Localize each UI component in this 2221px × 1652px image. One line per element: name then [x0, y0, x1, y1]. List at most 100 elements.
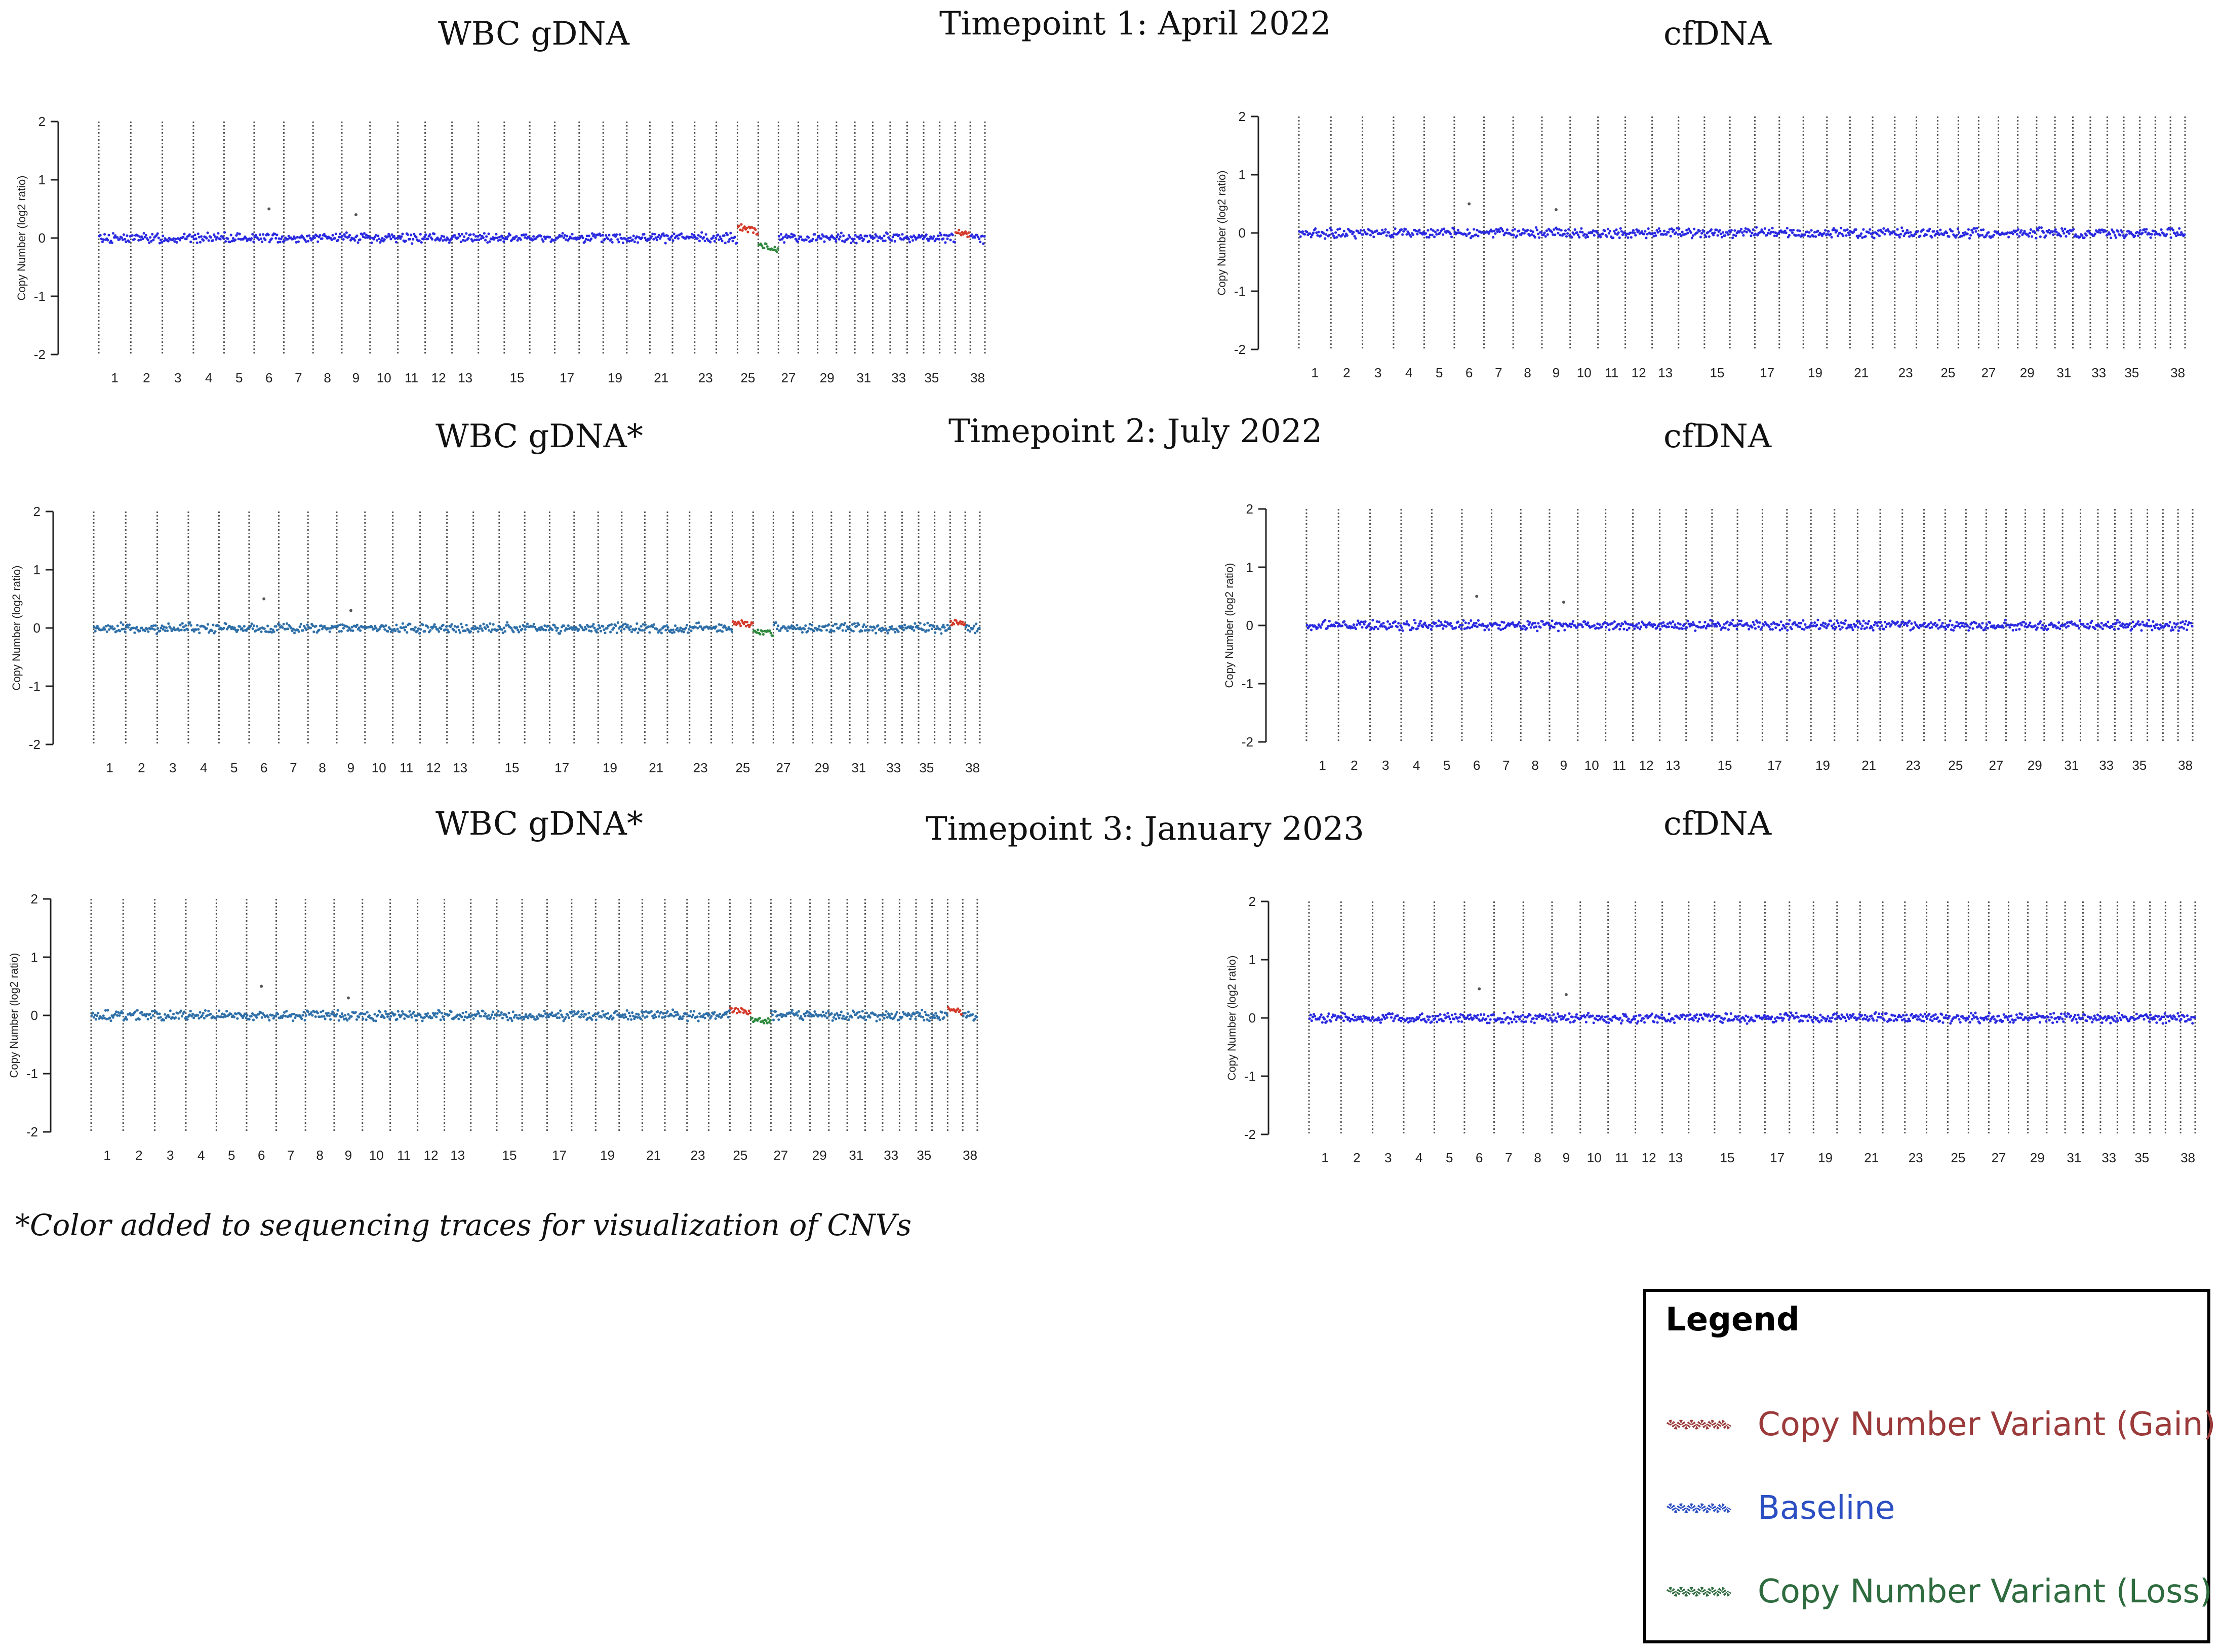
- data-point: [445, 239, 448, 242]
- data-point: [2121, 622, 2124, 625]
- data-point: [106, 239, 109, 242]
- data-point: [274, 625, 277, 628]
- data-point: [637, 1013, 640, 1016]
- data-point: [395, 623, 398, 626]
- data-point: [1530, 1020, 1533, 1023]
- data-point: [359, 629, 362, 632]
- data-point: [1469, 626, 1472, 630]
- data-point: [1571, 1015, 1574, 1018]
- data-point: [1379, 1021, 1382, 1024]
- data-point: [1661, 233, 1665, 236]
- x-tick-label: 9: [1553, 365, 1560, 380]
- data-point: [2093, 232, 2096, 235]
- data-point: [175, 241, 178, 244]
- data-point: [181, 622, 184, 625]
- data-point: [347, 1013, 350, 1016]
- data-point: [2098, 228, 2101, 231]
- data-point: [885, 629, 888, 632]
- data-point: [1883, 620, 1886, 623]
- data-point: [1321, 1021, 1324, 1024]
- data-point: [769, 1018, 772, 1022]
- data-point: [1364, 620, 1367, 623]
- data-point: [943, 233, 946, 237]
- data-point: [266, 624, 269, 627]
- data-point: [607, 1012, 610, 1015]
- data-point: [1660, 622, 1663, 625]
- data-point: [434, 1012, 437, 1015]
- data-point: [398, 234, 401, 238]
- data-point: [628, 1014, 632, 1017]
- data-point: [1535, 228, 1539, 231]
- data-point: [1466, 228, 1469, 231]
- data-point: [851, 623, 854, 626]
- data-point: [349, 239, 352, 242]
- data-point: [2065, 235, 2068, 238]
- data-point: [878, 1018, 882, 1021]
- data-point: [2144, 624, 2148, 627]
- data-point: [1393, 1017, 1396, 1020]
- data-point: [1591, 1014, 1594, 1017]
- data-point: [412, 1010, 415, 1013]
- data-point: [1806, 230, 1809, 233]
- data-point: [789, 626, 792, 629]
- data-point: [478, 238, 481, 242]
- data-point: [1944, 627, 1948, 631]
- data-point: [1372, 1016, 1375, 1019]
- data-point: [1697, 625, 1700, 628]
- data-point: [1470, 1016, 1473, 1019]
- data-point: [803, 1012, 806, 1015]
- data-point: [1873, 623, 1876, 626]
- data-point: [1624, 622, 1628, 625]
- data-point: [1938, 233, 1941, 236]
- data-point: [873, 627, 877, 630]
- data-point: [2182, 627, 2186, 630]
- data-point: [910, 1015, 913, 1018]
- data-point: [633, 1017, 636, 1020]
- x-tick-label: 3: [1374, 365, 1381, 380]
- data-point: [1573, 228, 1576, 231]
- data-point: [2185, 620, 2188, 623]
- data-point: [1473, 622, 1476, 625]
- data-point: [259, 237, 263, 240]
- data-point: [579, 1015, 582, 1019]
- data-point: [875, 1019, 878, 1022]
- data-point: [604, 632, 607, 635]
- data-point: [116, 236, 119, 239]
- data-point: [555, 629, 558, 632]
- data-point: [124, 1015, 127, 1018]
- data-point: [1534, 226, 1537, 229]
- data-point: [2036, 626, 2039, 629]
- data-point: [1550, 624, 1553, 627]
- data-point: [445, 625, 448, 628]
- data-point: [1829, 619, 1832, 622]
- data-point: [1510, 233, 1513, 237]
- data-point: [564, 629, 567, 632]
- data-point: [946, 623, 949, 626]
- x-tick-label: 8: [1531, 758, 1538, 773]
- data-point: [1770, 622, 1773, 626]
- data-point: [1487, 628, 1490, 631]
- data-point: [91, 1011, 94, 1014]
- data-point: [1908, 235, 1911, 238]
- data-point: [1678, 227, 1681, 230]
- data-point: [1934, 232, 1937, 235]
- data-point: [158, 242, 161, 245]
- data-point: [1975, 227, 1978, 230]
- data-point: [131, 234, 134, 237]
- x-tick-label: 31: [849, 1148, 863, 1163]
- data-point: [2152, 620, 2155, 623]
- data-point: [1597, 1018, 1600, 1021]
- data-point: [2117, 627, 2120, 631]
- data-point: [1549, 626, 1552, 630]
- data-point: [926, 238, 929, 241]
- data-point: [157, 237, 160, 240]
- data-point: [190, 1014, 193, 1017]
- data-point: [1477, 619, 1480, 622]
- data-point: [1528, 621, 1531, 624]
- data-point: [1525, 627, 1528, 630]
- data-point: [893, 627, 896, 631]
- data-point: [237, 238, 240, 241]
- data-point: [723, 234, 726, 237]
- data-point: [1900, 226, 1903, 229]
- data-point: [1663, 229, 1666, 232]
